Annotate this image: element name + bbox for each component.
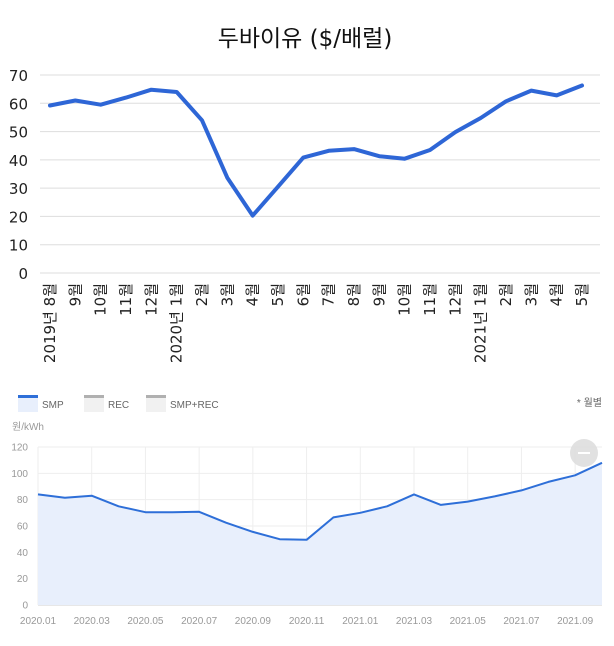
series-area-smp xyxy=(38,462,602,605)
x-tick-3: 11월 xyxy=(117,283,135,316)
x-tick-2: 10월 xyxy=(92,283,110,316)
y-tick-60: 60 xyxy=(17,522,29,533)
x-tick-7: 2021.03 xyxy=(396,616,433,627)
series-line-dubai xyxy=(48,83,584,218)
y-tick-100: 100 xyxy=(11,469,28,480)
x-tick-20: 4월 xyxy=(548,283,566,306)
series-line-smp xyxy=(37,461,603,541)
legend-item-smp-rec[interactable]: SMP+REC xyxy=(146,395,219,412)
x-tick-1: 9월 xyxy=(66,283,84,306)
monthly-note: * 월별 xyxy=(577,397,602,409)
y-tick-60: 60 xyxy=(9,95,28,113)
x-tick-6: 2월 xyxy=(193,283,211,306)
legend-label-rec: REC xyxy=(108,400,129,411)
x-tick-21: 5월 xyxy=(573,283,591,306)
x-tick-0: 2019년 8월 xyxy=(41,283,59,363)
y-tick-0: 0 xyxy=(18,265,28,283)
legend-item-rec[interactable]: REC xyxy=(84,395,129,412)
chart-title: 두바이유 ($/배럴) xyxy=(218,26,393,52)
x-tick-4: 12월 xyxy=(142,283,160,316)
y-tick-30: 30 xyxy=(9,180,28,198)
collapse-button[interactable] xyxy=(570,439,598,467)
y-tick-50: 50 xyxy=(9,124,28,142)
x-tick-11: 7월 xyxy=(320,283,338,306)
x-tick-8: 4월 xyxy=(244,283,262,306)
x-tick-10: 2021.09 xyxy=(557,616,594,627)
x-tick-9: 2021.07 xyxy=(503,616,540,627)
legend-item-smp[interactable]: SMP xyxy=(18,395,64,412)
x-tick-18: 2월 xyxy=(497,283,515,306)
x-tick-17: 2021년 1월 xyxy=(472,283,490,363)
x-tick-5: 2020년 1월 xyxy=(168,283,186,363)
legend-label-smp-rec: SMP+REC xyxy=(170,400,219,411)
y-axis-unit: 원/kWh xyxy=(12,421,44,433)
x-tick-10: 6월 xyxy=(294,283,312,306)
x-tick-15: 11월 xyxy=(421,283,439,316)
x-tick-13: 9월 xyxy=(370,283,388,306)
x-tick-labels: 2020.01 2020.03 2020.05 2020.07 2020.09 2020.… xyxy=(20,616,594,627)
y-tick-10: 10 xyxy=(9,237,28,255)
x-tick-7: 3월 xyxy=(218,283,236,306)
x-tick-16: 12월 xyxy=(446,283,464,316)
x-tick-14: 10월 xyxy=(396,283,414,316)
legend-fill-smp-rec xyxy=(146,398,166,412)
legend-label-smp: SMP xyxy=(42,400,64,411)
y-tick-70: 70 xyxy=(9,67,28,85)
x-tick-5: 2020.11 xyxy=(289,616,325,627)
legend-swatch-rec xyxy=(84,395,104,398)
x-tick-labels: 2019년 8월 9월 10월 11월 12월 2020년 1월 2월 3월 4월 5월 6월 7월 8… xyxy=(41,283,591,363)
y-tick-80: 80 xyxy=(17,495,29,506)
x-tick-0: 2020.01 xyxy=(20,616,57,627)
x-tick-6: 2021.01 xyxy=(342,616,379,627)
y-tick-120: 120 xyxy=(11,443,28,454)
y-tick-40: 40 xyxy=(9,152,28,170)
y-gridlines xyxy=(40,74,600,274)
y-tick-20: 20 xyxy=(9,208,28,226)
y-tick-labels: 0 20 40 60 80 100 120 xyxy=(11,443,28,612)
legend-swatch-smp-rec xyxy=(146,395,166,398)
legend-fill-rec xyxy=(84,398,104,412)
x-tick-4: 2020.09 xyxy=(235,616,272,627)
legend: SMP REC SMP+REC xyxy=(18,395,219,412)
y-tick-40: 40 xyxy=(17,548,29,559)
x-tick-19: 3월 xyxy=(522,283,540,306)
x-tick-12: 8월 xyxy=(345,283,363,306)
minus-icon xyxy=(578,452,590,454)
legend-swatch-smp xyxy=(18,395,38,398)
legend-fill-smp xyxy=(18,398,38,412)
dubai-oil-chart: 두바이유 ($/배럴) 0 10 20 30 40 50 60 70 2019년 8월 9월 10… xyxy=(9,26,600,363)
x-tick-8: 2021.05 xyxy=(450,616,487,627)
y-tick-0: 0 xyxy=(22,601,28,612)
x-tick-2: 2020.05 xyxy=(127,616,164,627)
x-tick-1: 2020.03 xyxy=(74,616,111,627)
x-tick-3: 2020.07 xyxy=(181,616,218,627)
y-tick-labels: 0 10 20 30 40 50 60 70 xyxy=(9,67,28,283)
x-tick-9: 5월 xyxy=(269,283,287,306)
y-tick-20: 20 xyxy=(17,574,29,585)
